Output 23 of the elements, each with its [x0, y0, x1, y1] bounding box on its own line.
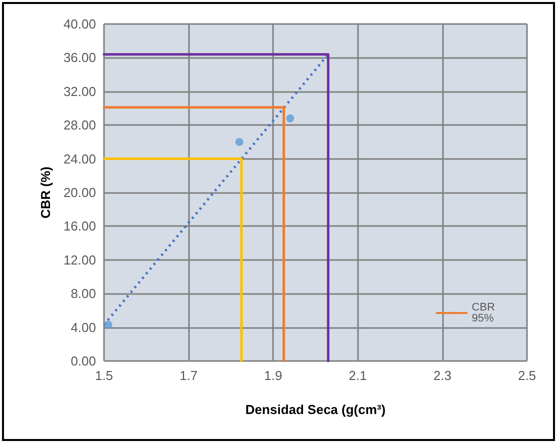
- x-tick-label: 2.3: [433, 368, 452, 383]
- y-tick-label: 40.00: [63, 16, 96, 32]
- y-tick-label: 32.00: [63, 84, 96, 99]
- x-tick-label: 2.5: [518, 368, 536, 383]
- legend-label: CBR 95%: [472, 302, 498, 324]
- point: [235, 138, 244, 146]
- y-tick-label: 12.00: [63, 252, 96, 268]
- y-tick-label: 0.00: [70, 354, 96, 368]
- y-tick-label: 36.00: [63, 50, 96, 66]
- x-tick-label: 1.9: [264, 368, 282, 383]
- y-tick-label: 8.00: [70, 286, 96, 302]
- point: [104, 320, 112, 329]
- x-tick-label: 1.7: [180, 368, 198, 383]
- point: [286, 114, 294, 122]
- x-tick-label: 2.1: [348, 368, 367, 383]
- y-tick-label: 16.00: [63, 218, 96, 234]
- y-axis-title: CBR (%): [38, 166, 53, 218]
- x-axis-title: Densidad Seca (g(cm³): [245, 402, 386, 417]
- y-tick-label: 4.00: [70, 320, 96, 335]
- y-tick-label: 24.00: [63, 151, 96, 166]
- x-tick-label: 1.5: [94, 368, 114, 383]
- y-tick-label: 28.00: [63, 118, 96, 133]
- y-tick-label: 20.00: [63, 185, 96, 200]
